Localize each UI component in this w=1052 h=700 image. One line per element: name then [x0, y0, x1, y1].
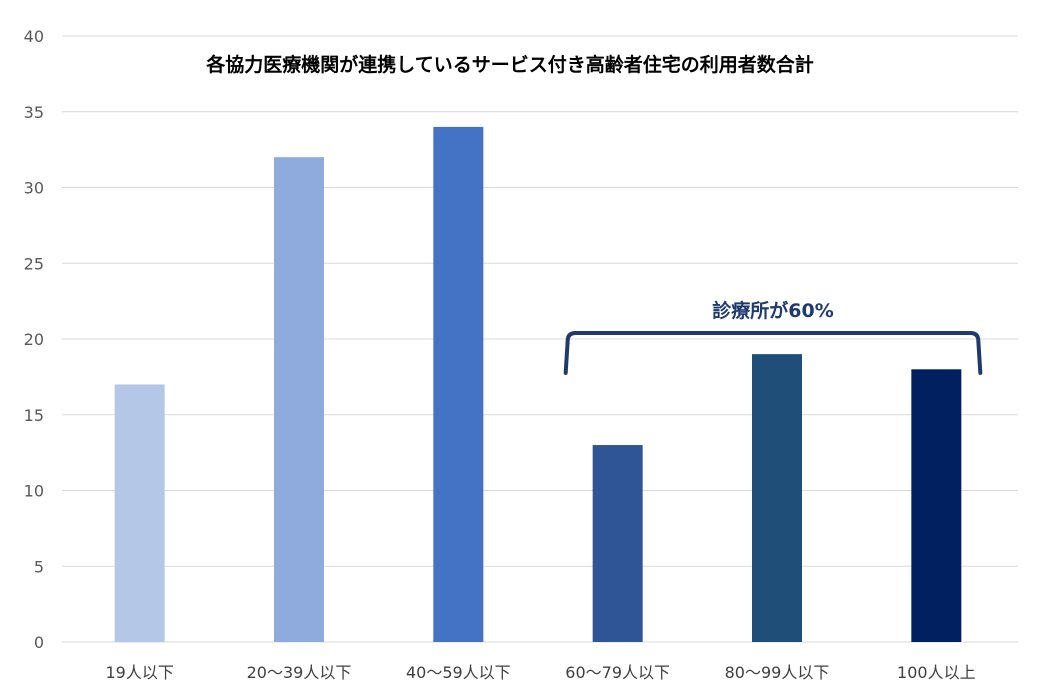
annotation-label: 診療所が60% — [712, 299, 833, 322]
x-tick-label: 80～99人以下 — [725, 663, 830, 682]
bars — [114, 126, 962, 642]
x-tick-label: 100人以上 — [897, 663, 976, 682]
y-tick-label: 5 — [34, 557, 44, 576]
gridlines — [62, 35, 1018, 643]
bar — [752, 354, 802, 642]
annotation: 診療所が60% — [563, 299, 983, 375]
x-tick-label: 40～59人以下 — [406, 663, 511, 682]
chart-title: 各協力医療機関が連携しているサービス付き高齢者住宅の利用者数合計 — [205, 53, 813, 76]
y-axis-ticks: 0 5 10 15 20 25 30 35 40 — [24, 27, 44, 652]
y-tick-label: 40 — [24, 27, 44, 46]
y-tick-label: 10 — [24, 482, 44, 501]
bar — [433, 126, 484, 642]
bar — [274, 157, 324, 642]
bar — [911, 369, 962, 642]
y-tick-label: 0 — [34, 633, 44, 652]
bar — [114, 384, 165, 642]
bar — [592, 445, 643, 642]
y-tick-label: 30 — [24, 179, 44, 198]
y-tick-label: 35 — [24, 103, 44, 122]
y-tick-label: 20 — [24, 330, 44, 349]
x-tick-label: 19人以下 — [105, 663, 173, 682]
y-tick-label: 15 — [24, 406, 44, 425]
x-axis-labels: 19人以下 20～39人以下 40～59人以下 60～79人以下 80～99人以下 100… — [105, 663, 975, 682]
x-tick-label: 60～79人以下 — [565, 663, 670, 682]
annotation-bracket — [563, 330, 983, 375]
x-tick-label: 20～39人以下 — [247, 663, 352, 682]
y-tick-label: 25 — [24, 254, 44, 273]
